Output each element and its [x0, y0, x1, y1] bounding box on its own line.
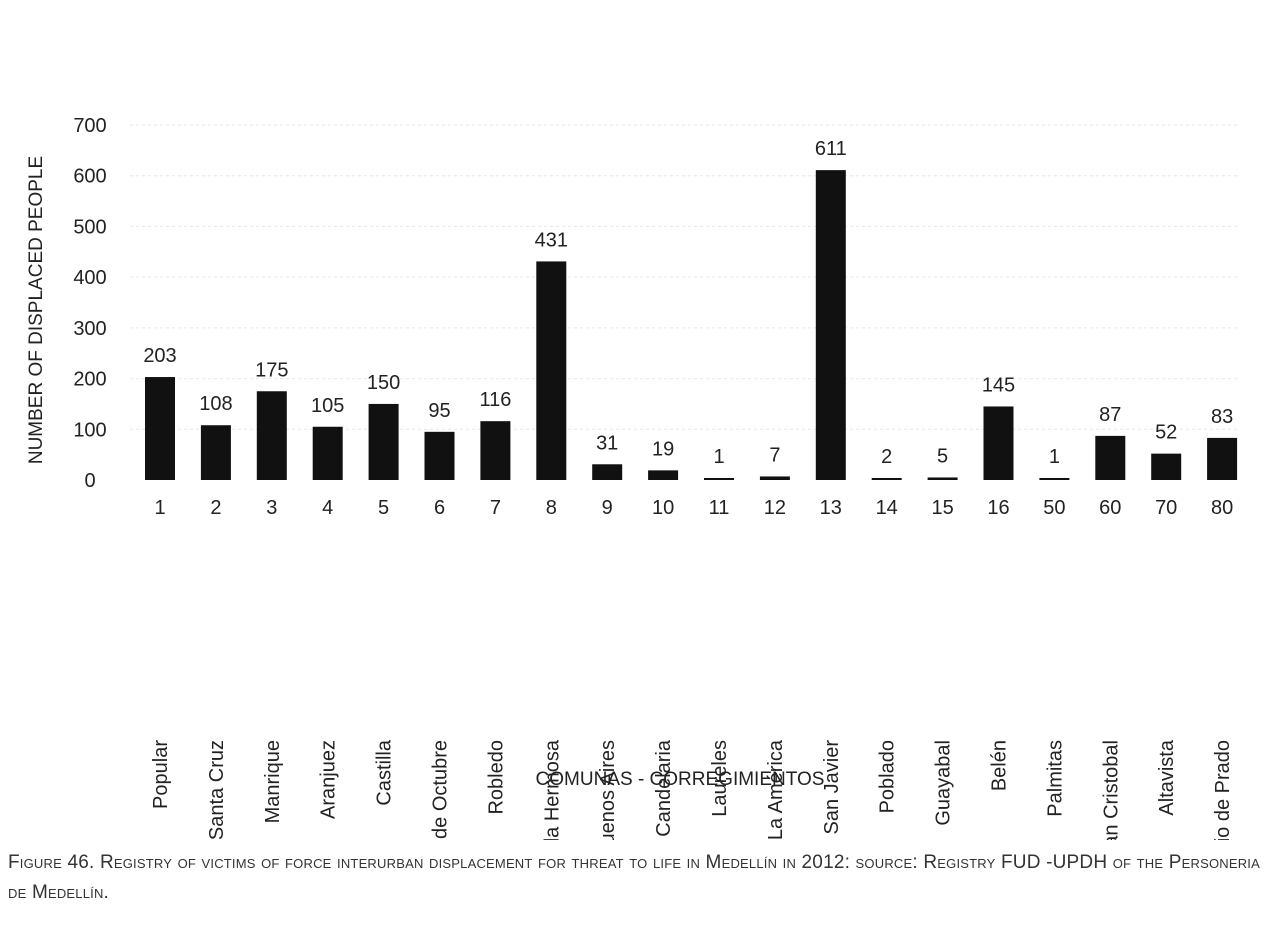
bar — [200, 425, 231, 480]
data-label: 105 — [311, 395, 344, 417]
x-tick-label: 70 — [1155, 497, 1177, 519]
data-labels: 203 108 175 105 150 95 116 431 31 19 1 7 611 2 5 145 1 87… — [143, 138, 1233, 468]
x-tick-label: 13 — [820, 497, 842, 519]
y-axis-ticks: 0 100 200 300 400 500 600 700 — [73, 115, 106, 492]
x-tick-label: 2 — [210, 497, 221, 519]
data-label: 611 — [815, 138, 847, 160]
data-label: 145 — [982, 374, 1015, 396]
data-label: 7 — [769, 444, 780, 466]
data-label: 31 — [596, 432, 618, 454]
x-axis-title: COMUNAS - CORREGIMIENTOS — [536, 769, 825, 790]
category-name: Altavista — [1156, 739, 1178, 815]
data-label: 108 — [199, 393, 232, 415]
category-name: Santa Cruz — [206, 740, 228, 840]
bar — [1095, 435, 1126, 480]
category-name: Poblado — [877, 740, 899, 813]
y-tick-label: 500 — [73, 216, 106, 238]
y-tick-label: 600 — [73, 166, 106, 188]
category-name: San Cristobal — [1100, 740, 1122, 840]
bar — [312, 426, 343, 480]
category-name: La América — [765, 739, 787, 840]
y-axis-title: NUMBER OF DISPLACED PEOPLE — [26, 156, 47, 464]
category-name: Doce de Octubre — [430, 740, 452, 840]
category-name: La Candelaria — [653, 739, 675, 840]
x-tick-label: 50 — [1043, 497, 1065, 519]
y-tick-label: 0 — [84, 470, 95, 492]
bar — [536, 261, 567, 480]
bar — [983, 406, 1014, 480]
data-label: 431 — [535, 229, 568, 251]
x-tick-label: 12 — [764, 497, 786, 519]
x-tick-label: 3 — [266, 497, 277, 519]
bar — [480, 421, 511, 480]
bar — [145, 377, 175, 480]
bar — [1039, 478, 1070, 480]
y-tick-label: 400 — [73, 267, 106, 289]
bar — [815, 170, 846, 480]
data-label: 150 — [367, 372, 400, 394]
x-tick-label: 8 — [546, 497, 557, 519]
category-name: Robledo — [485, 740, 507, 815]
x-tick-label: 60 — [1099, 497, 1121, 519]
bar — [368, 403, 399, 480]
x-tick-label: 14 — [876, 497, 898, 519]
category-name: Palmitas — [1044, 740, 1066, 817]
data-label: 116 — [479, 389, 511, 411]
data-label: 83 — [1211, 406, 1233, 428]
y-tick-label: 100 — [73, 419, 106, 441]
bar — [927, 477, 958, 480]
bar — [648, 470, 679, 480]
x-tick-label: 9 — [602, 497, 613, 519]
category-names: Popular Santa Cruz Manrique Aranjuez Castill… — [150, 739, 1234, 840]
y-tick-label: 700 — [73, 115, 106, 137]
bar — [871, 478, 902, 480]
data-label: 203 — [143, 345, 176, 367]
bar — [424, 431, 455, 480]
x-tick-label: 4 — [322, 497, 333, 519]
x-tick-label: 80 — [1211, 497, 1233, 519]
x-tick-label: 11 — [709, 497, 730, 519]
data-label: 2 — [881, 446, 892, 468]
data-label: 1 — [1049, 446, 1060, 468]
bar — [592, 464, 623, 480]
data-label: 175 — [255, 359, 288, 381]
category-name: Popular — [150, 740, 172, 809]
category-name: Castilla — [374, 739, 396, 805]
data-label: 5 — [937, 445, 948, 467]
data-label: 52 — [1155, 422, 1177, 444]
category-name: Manrique — [262, 740, 284, 823]
x-tick-label: 10 — [652, 497, 674, 519]
y-tick-label: 300 — [73, 318, 106, 340]
x-tick-label: 16 — [987, 497, 1009, 519]
bar — [1151, 453, 1182, 480]
bar — [759, 476, 790, 480]
x-tick-label: 1 — [154, 497, 165, 519]
x-tick-label: 6 — [434, 497, 445, 519]
x-tick-label: 15 — [931, 497, 953, 519]
y-tick-label: 200 — [73, 369, 106, 391]
category-name: Guayabal — [933, 740, 955, 826]
category-name: Aranjuez — [318, 740, 340, 819]
data-label: 87 — [1099, 404, 1121, 426]
bar — [1207, 437, 1238, 480]
category-name: Belén — [989, 740, 1011, 791]
data-label: 1 — [713, 446, 724, 468]
data-label: 19 — [652, 438, 674, 460]
x-tick-label: 5 — [378, 497, 389, 519]
x-tick-label: 7 — [490, 497, 501, 519]
category-name: Laureles — [709, 740, 731, 817]
category-name: Buenos Aires — [597, 740, 619, 840]
figure-caption: Figure 46. Registry of victims of force … — [8, 852, 1260, 903]
category-name: San Javier — [821, 740, 843, 835]
x-axis-ticks: 1 2 3 4 5 6 7 8 9 10 11 12 13 14 15 16 50 60 70 80 — [154, 497, 1233, 519]
bars — [145, 170, 1238, 480]
bar — [256, 391, 287, 480]
category-name: Villa Hermosa — [541, 739, 563, 840]
category-name: San Antonio de Prado — [1212, 740, 1234, 840]
bar — [704, 478, 734, 480]
gridlines — [130, 124, 1240, 430]
data-label: 95 — [428, 400, 450, 422]
